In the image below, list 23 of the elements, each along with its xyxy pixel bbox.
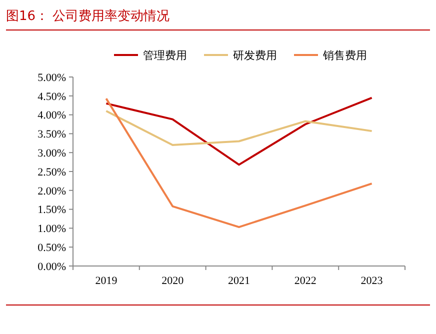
legend-label: 销售费用 [322,48,367,62]
y-tick-label: 1.50% [38,204,66,216]
x-tick-label: 2021 [228,275,250,287]
y-tick-label: 0.50% [38,242,66,254]
x-tick-label: 2019 [95,275,118,287]
y-tick-label: 3.50% [38,128,66,141]
y-tick-label: 2.00% [38,185,66,198]
x-tick-label: 2022 [294,275,316,287]
line-series [105,110,373,146]
legend-label: 管理费用 [143,48,187,62]
y-tick-label: 4.50% [38,90,66,103]
legend-label: 研发费用 [233,48,277,62]
chart-title: 图16： 公司费用率变动情况 [6,8,170,24]
x-tick-label: 2023 [360,275,384,287]
line-series [105,98,373,228]
y-tick-label: 4.00% [38,110,66,122]
y-tick-label: 3.00% [38,147,66,160]
y-tick-label: 2.50% [38,166,66,178]
y-tick-label: 0.00% [38,260,66,273]
line-series [105,96,373,166]
y-tick-label: 5.00% [38,72,66,84]
y-tick-label: 1.00% [38,223,66,236]
x-tick-label: 2020 [162,275,184,287]
